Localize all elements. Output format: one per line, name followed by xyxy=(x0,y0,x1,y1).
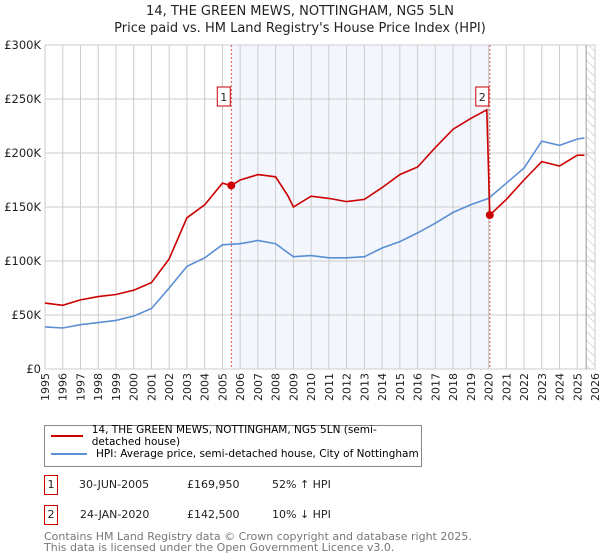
transaction-date: 30-JUN-2005 xyxy=(79,478,150,491)
transaction-price: £142,500 xyxy=(187,508,240,521)
x-tick-label: 2011 xyxy=(323,373,336,401)
sale-point xyxy=(227,181,236,190)
footer-licence: This data is licensed under the Open Gov… xyxy=(44,541,395,554)
footer-copyright: Contains HM Land Registry data © Crown c… xyxy=(44,530,472,543)
x-tick-label: 2002 xyxy=(163,373,176,401)
legend-label-property: 14, THE GREEN MEWS, NOTTINGHAM, NG5 5LN … xyxy=(91,424,377,448)
x-tick-label: 2024 xyxy=(554,373,567,401)
chart-subtitle: Price paid vs. HM Land Registry's House … xyxy=(114,21,486,36)
x-tick-label: 2023 xyxy=(536,373,549,401)
x-tick-label: 2013 xyxy=(358,373,371,401)
x-tick-label: 1998 xyxy=(92,373,105,401)
x-tick-label: 2018 xyxy=(447,373,460,401)
legend-swatch-property xyxy=(51,435,83,437)
sale-marker-label: 1 xyxy=(220,91,227,104)
transaction-date: 24-JAN-2020 xyxy=(80,508,150,521)
y-tick-label: £50K xyxy=(12,308,42,322)
x-tick-label: 1997 xyxy=(74,373,87,401)
x-tick-label: 2019 xyxy=(465,373,478,401)
legend-swatch-hpi xyxy=(51,453,87,455)
y-tick-label: £150K xyxy=(4,200,41,214)
transaction-price: £169,950 xyxy=(187,478,240,491)
transaction-marker: 2 xyxy=(44,505,58,525)
x-tick-label: 2006 xyxy=(234,373,247,401)
footer: Contains HM Land Registry data © Crown c… xyxy=(44,531,472,553)
x-tick-label: 2001 xyxy=(145,373,158,401)
x-tick-label: 1996 xyxy=(57,373,70,401)
y-tick-label: £250K xyxy=(4,92,41,106)
x-tick-label: 2026 xyxy=(589,373,600,401)
x-tick-label: 2003 xyxy=(181,373,194,401)
x-tick-label: 2005 xyxy=(216,373,229,401)
property-price-line xyxy=(44,108,585,307)
x-tick-label: 2016 xyxy=(412,373,425,401)
x-tick-label: 2022 xyxy=(518,373,531,401)
x-tick-label: 2020 xyxy=(483,373,496,401)
price-chart: 1995 1996 1997 1998 1999 2000 2001 2002 2003 2004… xyxy=(4,38,600,401)
x-tick-label: 2025 xyxy=(571,373,584,401)
y-tick-label: £300K xyxy=(4,38,41,52)
x-tick-label: 2017 xyxy=(429,373,442,401)
hpi-line xyxy=(44,137,585,329)
sale-marker-box xyxy=(216,86,231,107)
x-tick-label: 2008 xyxy=(270,373,283,401)
sale-point xyxy=(485,211,494,220)
y-tick-label: £200K xyxy=(4,146,41,160)
x-tick-label: 2010 xyxy=(305,373,318,401)
chart-title: 14, THE GREEN MEWS, NOTTINGHAM, NG5 5LN xyxy=(146,4,454,19)
x-tick-label: 1999 xyxy=(110,373,123,401)
x-tick-label: 2021 xyxy=(500,373,513,401)
transaction-hpi-diff: 52% ↑ HPI xyxy=(272,478,331,491)
x-tick-label: 2007 xyxy=(252,373,265,401)
x-tick-label: 2009 xyxy=(287,373,300,401)
legend-label-hpi: HPI: Average price, semi-detached house,… xyxy=(96,448,419,460)
legend-item-hpi: HPI: Average price, semi-detached house,… xyxy=(51,447,419,461)
x-tick-label: 2000 xyxy=(128,373,141,401)
legend: 14, THE GREEN MEWS, NOTTINGHAM, NG5 5LN … xyxy=(44,424,422,467)
x-tick-label: 2015 xyxy=(394,373,407,401)
transaction-hpi-diff: 10% ↓ HPI xyxy=(272,508,331,521)
x-tick-label: 2014 xyxy=(376,373,389,401)
x-tick-label: 2004 xyxy=(199,373,212,401)
x-tick-label: 2012 xyxy=(341,373,354,401)
x-tick-label: 1995 xyxy=(39,373,52,401)
sale-marker-label: 2 xyxy=(479,91,486,104)
transaction-marker: 1 xyxy=(44,475,58,495)
sale-marker-box xyxy=(475,86,490,107)
y-tick-label: £100K xyxy=(4,254,41,268)
y-tick-label: £0 xyxy=(26,362,41,376)
legend-item-property: 14, THE GREEN MEWS, NOTTINGHAM, NG5 5LN … xyxy=(51,424,421,448)
